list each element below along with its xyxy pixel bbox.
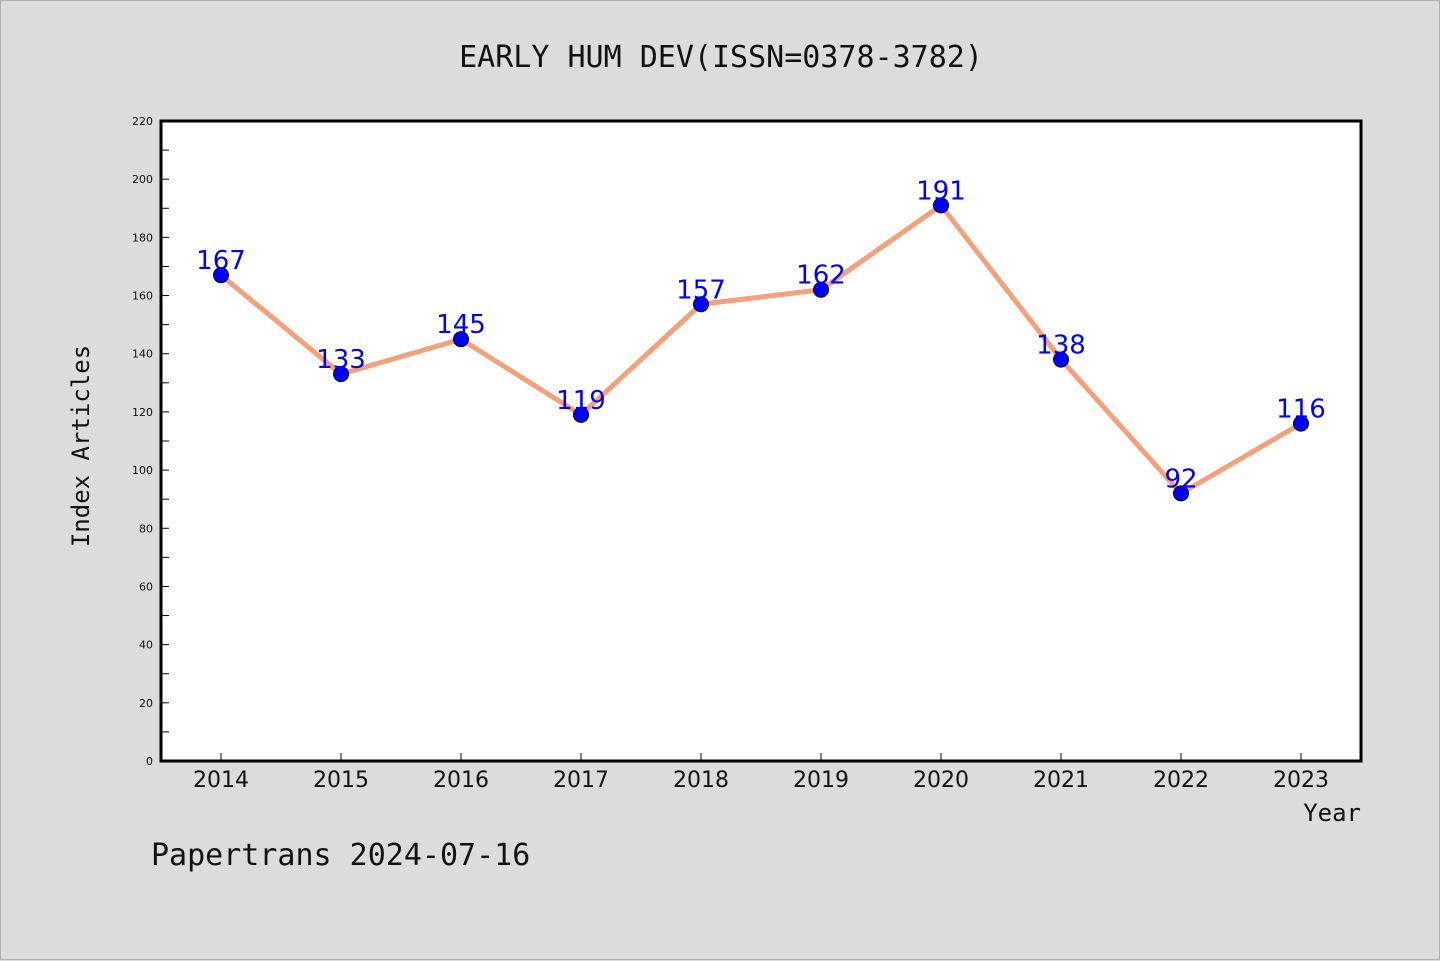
x-tick-label: 2019 — [793, 768, 849, 793]
data-label: 167 — [196, 246, 246, 276]
x-tick-label: 2018 — [673, 768, 729, 793]
plot-frame — [159, 119, 1363, 763]
y-tick-label: 180 — [132, 231, 153, 244]
y-tick-label: 220 — [132, 115, 153, 128]
data-point — [213, 267, 229, 284]
y-tick-label: 160 — [132, 290, 153, 303]
data-label: 92 — [1164, 464, 1197, 494]
y-axis-label: Index Articles — [67, 345, 95, 547]
data-point — [1293, 415, 1309, 432]
data-point — [1173, 485, 1189, 502]
series-line — [219, 202, 1303, 496]
x-tick-label: 2016 — [433, 768, 489, 793]
x-tick-label: 2023 — [1273, 768, 1329, 793]
data-label: 157 — [676, 275, 726, 305]
footer-credit: Papertrans 2024-07-16 — [151, 838, 530, 873]
data-point — [813, 281, 829, 298]
y-tick-label: 20 — [139, 697, 153, 710]
y-tick-label: 80 — [139, 522, 153, 535]
data-point — [933, 197, 949, 214]
data-point — [1053, 351, 1069, 368]
y-tick-label: 40 — [139, 639, 153, 652]
data-label: 145 — [436, 310, 486, 340]
data-point — [333, 366, 349, 383]
y-tick-label: 120 — [132, 406, 153, 419]
data-label: 116 — [1276, 395, 1326, 425]
data-point — [453, 331, 469, 348]
plot-area — [161, 121, 1361, 761]
data-label: 119 — [556, 386, 606, 416]
data-label: 162 — [796, 261, 846, 291]
x-tick-label: 2020 — [913, 768, 969, 793]
x-tick-label: 2014 — [193, 768, 249, 793]
y-tick-label: 60 — [139, 580, 153, 593]
data-point — [573, 406, 589, 423]
x-tick-label: 2015 — [313, 768, 369, 793]
data-label: 191 — [916, 176, 966, 206]
data-point — [693, 296, 709, 313]
x-axis-label: Year — [1303, 799, 1361, 827]
series-layer: 167 133 145 119 157 162 191 138 92 116 — [196, 176, 1326, 502]
y-tick-label: 200 — [132, 173, 153, 186]
y-tick-label: 140 — [132, 348, 153, 361]
x-tick-label: 2022 — [1153, 768, 1209, 793]
x-tick-label: 2017 — [553, 768, 609, 793]
x-axis: 2014 2015 2016 2017 2018 2019 2020 2021 2022 2023 — [193, 753, 1329, 793]
data-label: 133 — [316, 345, 366, 375]
data-label: 138 — [1036, 331, 1086, 361]
chart-title: EARLY HUM DEV(ISSN=0378-3782) — [459, 40, 983, 75]
y-tick-label: 100 — [132, 464, 153, 477]
x-tick-label: 2021 — [1033, 768, 1089, 793]
y-tick-label: 0 — [146, 755, 153, 768]
